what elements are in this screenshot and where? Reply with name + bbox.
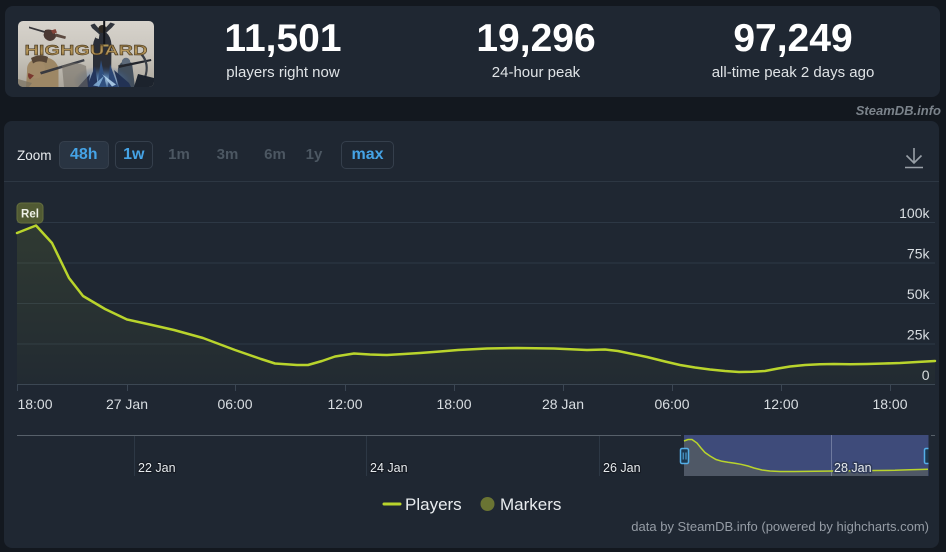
- svg-text:12:00: 12:00: [763, 396, 798, 412]
- svg-text:18:00: 18:00: [872, 396, 907, 412]
- svg-text:28 Jan: 28 Jan: [834, 461, 872, 475]
- svg-text:18:00: 18:00: [436, 396, 471, 412]
- svg-text:06:00: 06:00: [654, 396, 689, 412]
- svg-text:12:00: 12:00: [327, 396, 362, 412]
- svg-text:26 Jan: 26 Jan: [603, 461, 641, 475]
- svg-text:06:00: 06:00: [217, 396, 252, 412]
- svg-text:50k: 50k: [907, 286, 931, 302]
- svg-text:75k: 75k: [907, 246, 931, 262]
- svg-text:27 Jan: 27 Jan: [106, 396, 148, 412]
- svg-text:data by SteamDB.info (powered: data by SteamDB.info (powered by highcha…: [631, 519, 929, 534]
- svg-text:HIGHGUARD: HIGHGUARD: [25, 43, 148, 59]
- svg-text:25k: 25k: [907, 327, 931, 343]
- svg-text:Players: Players: [405, 495, 462, 514]
- svg-text:Rel: Rel: [21, 209, 39, 221]
- svg-text:18:00: 18:00: [17, 396, 52, 412]
- svg-text:22 Jan: 22 Jan: [138, 461, 176, 475]
- svg-text:24 Jan: 24 Jan: [370, 461, 408, 475]
- svg-text:Markers: Markers: [500, 495, 561, 514]
- svg-text:100k: 100k: [899, 205, 930, 221]
- svg-text:28 Jan: 28 Jan: [542, 396, 584, 412]
